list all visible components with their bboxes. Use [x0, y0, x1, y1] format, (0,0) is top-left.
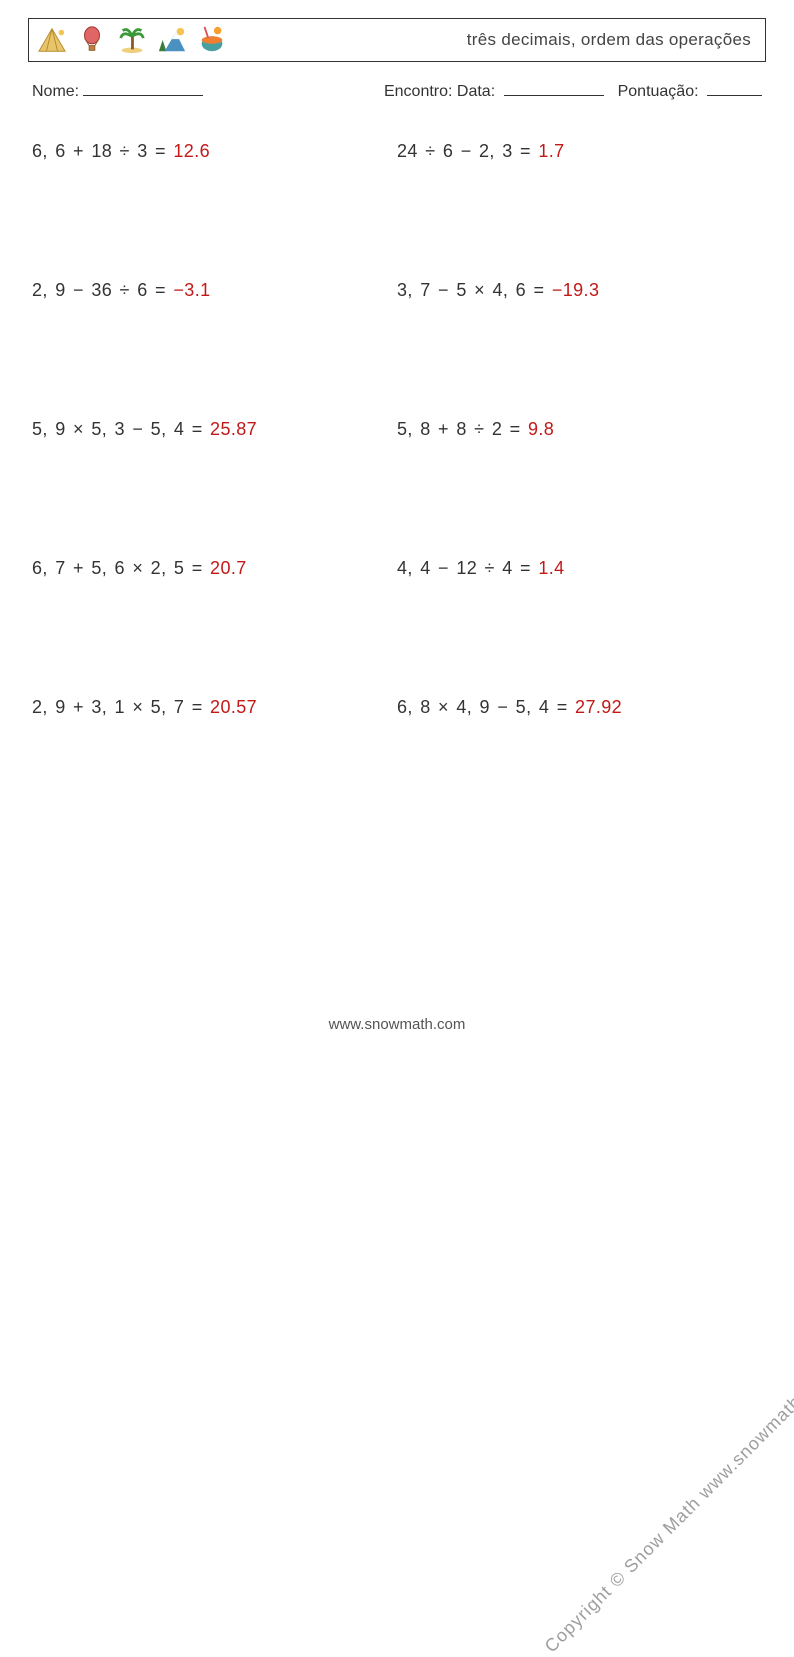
expression-text: 24 ÷ 6 − 2, 3 = — [397, 141, 531, 161]
problem-row: 6, 6 + 18 ÷ 3 = 12.6 24 ÷ 6 − 2, 3 = 1.7 — [32, 141, 762, 162]
answer-text: 20.57 — [210, 697, 257, 717]
problem-row: 6, 7 + 5, 6 × 2, 5 = 20.7 4, 4 − 12 ÷ 4 … — [32, 558, 762, 579]
balloon-icon — [77, 25, 107, 55]
answer-text: 9.8 — [528, 419, 554, 439]
expression-text: 6, 7 + 5, 6 × 2, 5 = — [32, 558, 203, 578]
score-label: Pontuação: — [618, 83, 699, 100]
copyright-watermark: Copyright © Snow Math www.snowmath.com. … — [540, 1228, 794, 1657]
problems-grid: 6, 6 + 18 ÷ 3 = 12.6 24 ÷ 6 − 2, 3 = 1.7… — [28, 141, 766, 718]
answer-text: 1.7 — [538, 141, 564, 161]
expression-text: 2, 9 − 36 ÷ 6 = — [32, 280, 166, 300]
answer-text: 27.92 — [575, 697, 622, 717]
mountain-icon — [157, 25, 187, 55]
expression-text: 4, 4 − 12 ÷ 4 = — [397, 558, 531, 578]
answer-text: 1.4 — [538, 558, 564, 578]
answer-text: 20.7 — [210, 558, 247, 578]
answer-text: 25.87 — [210, 419, 257, 439]
expression-text: 3, 7 − 5 × 4, 6 = — [397, 280, 544, 300]
problem-row: 5, 9 × 5, 3 − 5, 4 = 25.87 5, 8 + 8 ÷ 2 … — [32, 419, 762, 440]
problem-cell: 5, 8 + 8 ÷ 2 = 9.8 — [397, 419, 762, 440]
expression-text: 5, 8 + 8 ÷ 2 = — [397, 419, 521, 439]
expression-text: 6, 6 + 18 ÷ 3 = — [32, 141, 166, 161]
expression-text: 5, 9 × 5, 3 − 5, 4 = — [32, 419, 203, 439]
name-blank[interactable] — [83, 80, 203, 96]
score-blank[interactable] — [707, 80, 762, 96]
problem-cell: 2, 9 − 36 ÷ 6 = −3.1 — [32, 280, 397, 301]
problem-cell: 6, 6 + 18 ÷ 3 = 12.6 — [32, 141, 397, 162]
header-icon-row — [37, 25, 227, 55]
pyramid-icon — [37, 25, 67, 55]
problem-row: 2, 9 + 3, 1 × 5, 7 = 20.57 6, 8 × 4, 9 −… — [32, 697, 762, 718]
footer-url: www.snowmath.com — [0, 1016, 794, 1033]
problem-cell: 2, 9 + 3, 1 × 5, 7 = 20.57 — [32, 697, 397, 718]
answer-text: −19.3 — [552, 280, 600, 300]
date-label: Encontro: Data: — [384, 83, 495, 100]
drink-icon — [197, 25, 227, 55]
answer-text: −3.1 — [173, 280, 210, 300]
problem-cell: 4, 4 − 12 ÷ 4 = 1.4 — [397, 558, 762, 579]
meta-row: Nome: Encontro: Data: Pontuação: — [28, 80, 766, 101]
answer-text: 12.6 — [173, 141, 210, 161]
problem-cell: 6, 8 × 4, 9 − 5, 4 = 27.92 — [397, 697, 762, 718]
problem-row: 2, 9 − 36 ÷ 6 = −3.1 3, 7 − 5 × 4, 6 = −… — [32, 280, 762, 301]
problem-cell: 24 ÷ 6 − 2, 3 = 1.7 — [397, 141, 762, 162]
date-blank[interactable] — [504, 80, 604, 96]
expression-text: 2, 9 + 3, 1 × 5, 7 = — [32, 697, 203, 717]
expression-text: 6, 8 × 4, 9 − 5, 4 = — [397, 697, 568, 717]
problem-cell: 6, 7 + 5, 6 × 2, 5 = 20.7 — [32, 558, 397, 579]
problem-cell: 5, 9 × 5, 3 − 5, 4 = 25.87 — [32, 419, 397, 440]
palm-icon — [117, 25, 147, 55]
problem-cell: 3, 7 − 5 × 4, 6 = −19.3 — [397, 280, 762, 301]
worksheet-title: três decimais, ordem das operações — [467, 30, 751, 50]
name-label: Nome: — [32, 83, 79, 101]
worksheet-header: três decimais, ordem das operações — [28, 18, 766, 62]
